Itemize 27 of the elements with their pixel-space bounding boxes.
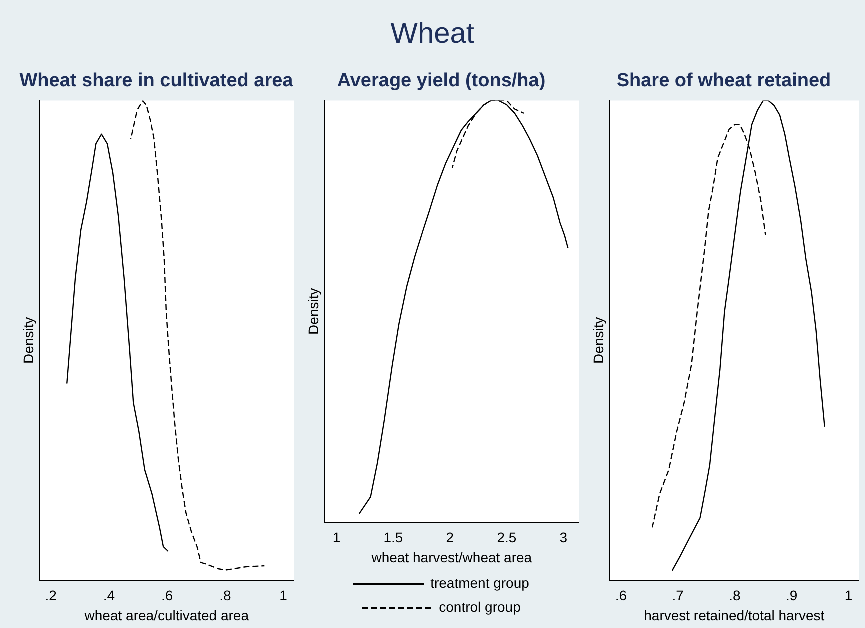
x-tick-label: .9	[786, 588, 798, 604]
x-tick-label: 2	[446, 530, 454, 546]
x-tick-label: 1	[280, 588, 288, 604]
legend-label: treatment group	[430, 574, 530, 591]
x-tick-label: 3	[560, 530, 568, 546]
x-tick-label: 1	[844, 588, 853, 604]
x-tick-label: .4	[103, 588, 116, 604]
x-tick-label: .6	[615, 588, 628, 604]
x-tick-label: 1	[332, 530, 341, 546]
x-axis-title: wheat harvest/wheat area	[370, 549, 532, 566]
x-tick-label: .8	[729, 588, 742, 604]
text: Wheat	[390, 18, 476, 51]
x-tick-label: 1.5	[384, 530, 404, 546]
x-tick-label: .6	[161, 588, 174, 604]
x-tick-label: 2.5	[497, 530, 517, 546]
chart-title: Average yield (tons/ha)	[337, 70, 546, 92]
x-axis-title: wheat area/cultivated area	[84, 607, 250, 624]
x-axis-title: harvest retained/total harvest	[644, 607, 825, 624]
y-axis-title: Density	[590, 317, 606, 364]
chart-title: Wheat share in cultivated area	[20, 70, 294, 92]
y-axis-title: Density	[20, 317, 36, 364]
x-tick-label: .7	[672, 588, 684, 604]
y-axis-title: Density	[305, 288, 322, 335]
chart-title: Share of wheat retained	[616, 70, 832, 92]
x-tick-label: .2	[45, 588, 58, 604]
x-tick-label: .8	[220, 588, 232, 604]
legend-label: control group	[439, 598, 522, 615]
